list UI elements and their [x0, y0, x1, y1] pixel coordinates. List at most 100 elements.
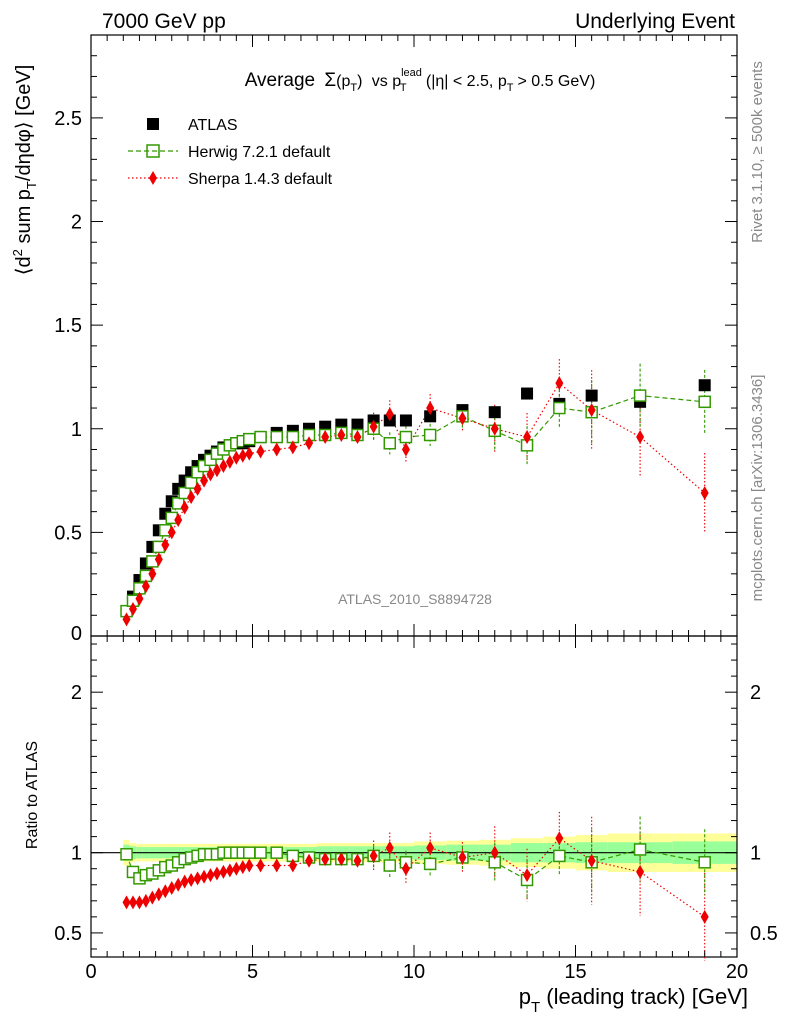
sherpa-ratio-point: [288, 858, 297, 873]
title-sigma-close: ): [357, 73, 362, 90]
sherpa-ratio-point: [337, 852, 346, 867]
ylabel-part2: sum p: [13, 189, 35, 249]
sherpa-ratio-point: [305, 853, 314, 868]
sherpa-ratio-point: [245, 858, 254, 873]
sherpa-ratio-point: [141, 893, 150, 908]
herwig-ratio-point: [698, 856, 711, 869]
header-left: 7000 GeV pp: [102, 10, 226, 33]
ratio-y-tick-label: 2: [71, 682, 82, 704]
plot-title: Average Σ(pT) vs plead T (|η| < 2.5, pT > …: [245, 67, 596, 96]
legend-herwig-label: Herwig 7.2.1 default: [188, 144, 331, 161]
sherpa-ratio-point: [555, 831, 564, 846]
sherpa-ratio-point: [238, 860, 247, 875]
atlas-point: [585, 389, 598, 402]
herwig-ratio-point: [254, 846, 267, 859]
ylabel-sup: 2: [10, 249, 25, 256]
ratio-y-tick-label-right: 0.5: [750, 923, 778, 945]
sherpa-ratio-point: [256, 858, 265, 873]
sherpa-point: [219, 459, 228, 474]
ylabel-part3: /dηdφ⟩ [GeV]: [13, 65, 35, 181]
sherpa-point: [288, 440, 297, 455]
sherpa-point: [369, 419, 378, 434]
sherpa-point: [353, 430, 362, 445]
sherpa-point: [174, 512, 183, 527]
y-tick-label: 0.5: [54, 522, 82, 544]
herwig-ratio-point: [243, 846, 256, 859]
sherpa-point: [225, 454, 234, 469]
herwig-point: [633, 389, 647, 402]
sherpa-ratio-point: [161, 884, 170, 899]
sherpa-point: [305, 436, 314, 451]
sherpa-point: [154, 552, 163, 567]
herwig-ratio-point: [383, 859, 397, 872]
title-prefix: Average: [245, 70, 315, 91]
atlas-point: [399, 414, 412, 427]
sherpa-point: [636, 430, 645, 445]
sherpa-ratio-point: [135, 895, 144, 910]
y-tick-label-zero: 0: [71, 623, 82, 645]
sherpa-ratio-point: [206, 868, 215, 883]
sherpa-ratio-point: [523, 868, 532, 883]
sherpa-ratio-point: [122, 895, 131, 910]
title-vs: vs p: [372, 73, 401, 90]
atlas-point: [424, 410, 437, 423]
sherpa-point: [256, 444, 265, 459]
sherpa-line: [126, 382, 706, 620]
sherpa-ratio-point: [128, 895, 137, 910]
ratio-ylabel: Ratio to ATLAS: [24, 741, 41, 849]
legend-atlas-label: ATLAS: [188, 117, 238, 134]
sherpa-point: [238, 448, 247, 463]
analysis-watermark: ATLAS_2010_S8894728: [338, 591, 492, 607]
herwig-ratio-point: [126, 865, 140, 879]
sherpa-ratio-point: [490, 845, 499, 860]
y-tick-label: 1.5: [54, 315, 82, 337]
sherpa-point: [458, 411, 467, 426]
ylabel-sub: T: [24, 181, 39, 189]
herwig-ratio-point: [553, 849, 566, 863]
herwig-point: [184, 476, 198, 489]
sherpa-point: [385, 407, 394, 422]
ratio-plot-panel: 0.5 0.5 1 1 2 2: [54, 635, 778, 961]
sherpa-point: [587, 403, 596, 418]
sherpa-ratio-point: [167, 880, 176, 895]
sherpa-point: [426, 401, 435, 416]
legend-sherpa-marker: [149, 171, 157, 185]
herwig-point: [553, 401, 566, 415]
sherpa-ratio-point: [401, 861, 410, 876]
legend-herwig-marker: [146, 144, 160, 158]
sherpa-ratio-point: [700, 909, 709, 924]
x-tick-label: 5: [247, 961, 258, 983]
main-ylabel: ⟨d2 sum pT/dηdφ⟩ [GeV]: [10, 65, 39, 276]
ratio-y-tick-label-right: 1: [750, 843, 761, 865]
title-sigma-arg: (p: [336, 73, 350, 90]
title-sigma-sub: T: [350, 82, 357, 94]
herwig-point: [270, 430, 283, 444]
atlas-point: [351, 418, 364, 431]
y-tick-label: 2.5: [54, 108, 82, 130]
sherpa-point: [337, 427, 346, 442]
sherpa-ratio-point: [321, 852, 330, 867]
legend-sherpa-label: Sherpa 1.4.3 default: [188, 171, 333, 188]
sherpa-ratio-point: [219, 864, 228, 879]
sherpa-ratio-point: [187, 872, 196, 887]
sherpa-ratio-point: [458, 850, 467, 865]
x-tick-label: 10: [403, 961, 425, 983]
sherpa-ratio-point: [272, 858, 281, 873]
sherpa-point: [555, 376, 564, 391]
x-tick-label: 15: [564, 961, 586, 983]
sherpa-point: [187, 490, 196, 505]
sherpa-ratio-point: [174, 877, 183, 892]
herwig-point: [698, 395, 711, 409]
herwig-ratio-point: [423, 857, 437, 871]
sherpa-point: [232, 450, 241, 465]
sherpa-ratio-point: [200, 869, 209, 884]
sherpa-point: [148, 566, 157, 581]
sherpa-point: [206, 467, 215, 482]
sherpa-ratio-point: [369, 848, 378, 863]
herwig-point: [423, 428, 437, 442]
sherpa-point: [141, 579, 150, 594]
atlas-point: [488, 406, 501, 419]
sherpa-ratio-point: [353, 853, 362, 868]
legend-atlas-marker: [147, 118, 159, 130]
